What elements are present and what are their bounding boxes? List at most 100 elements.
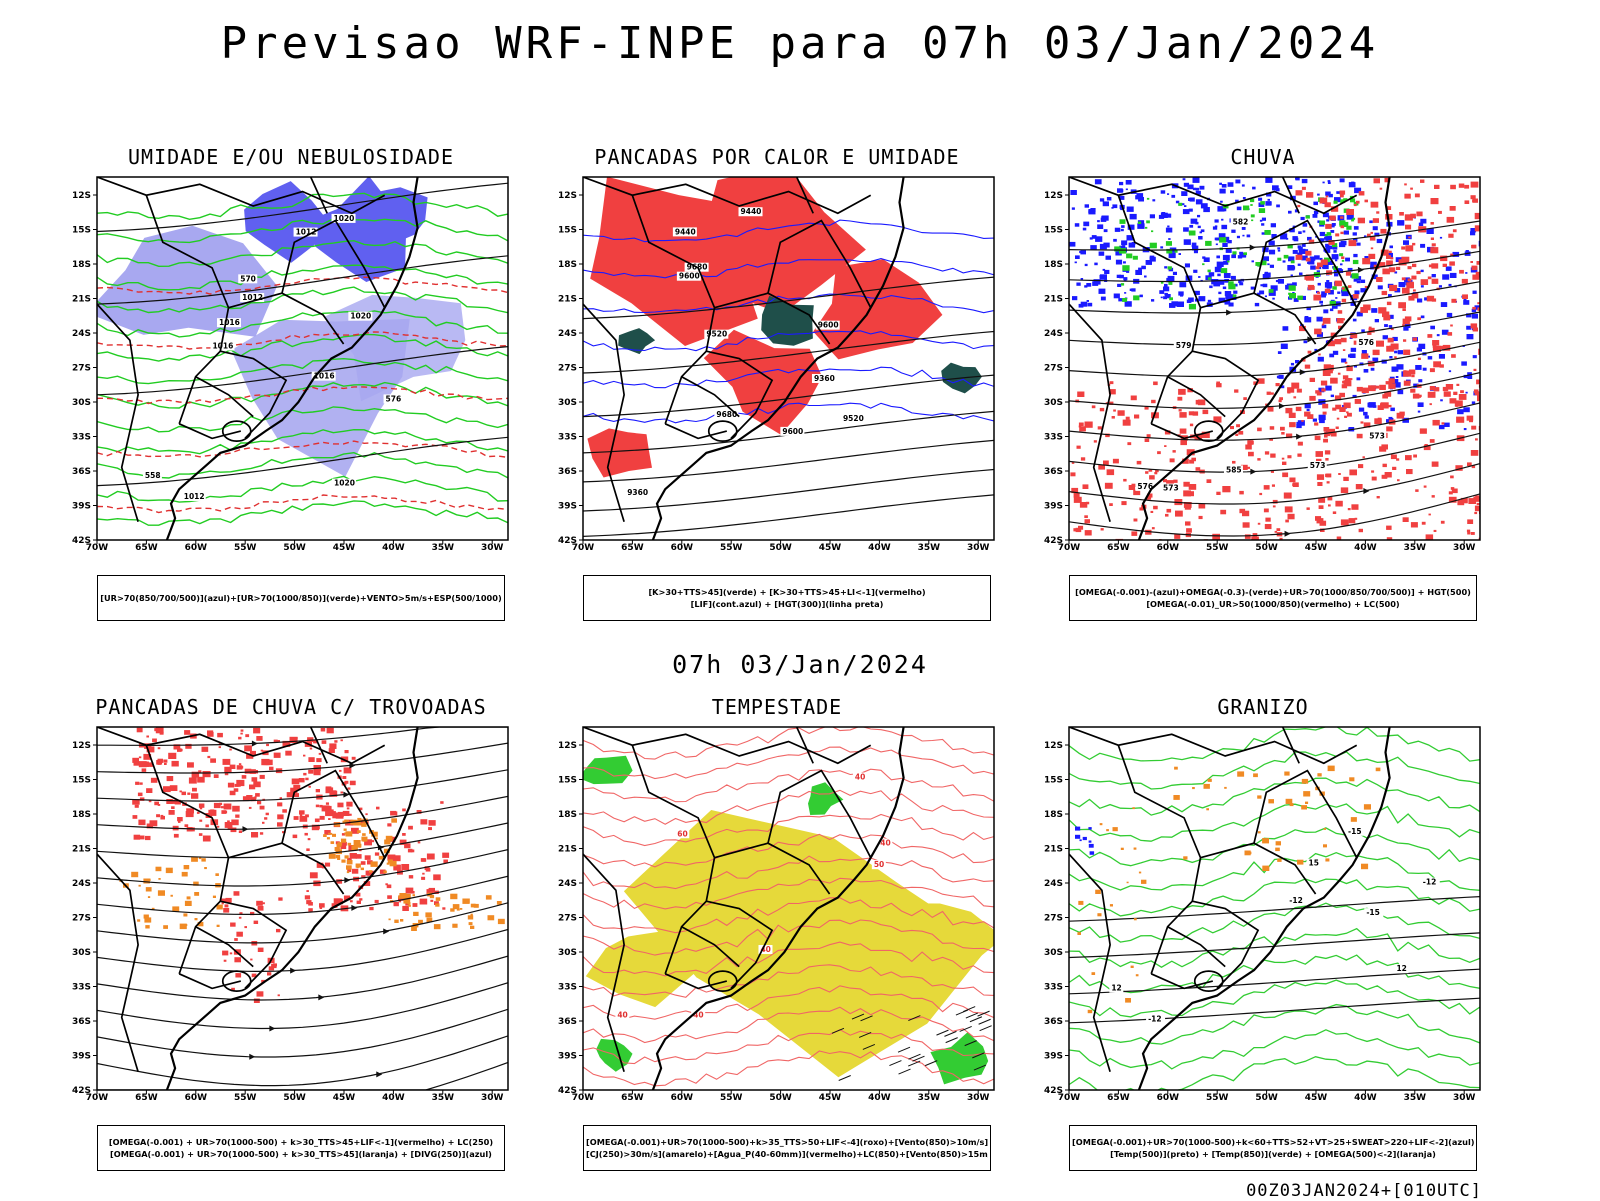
thunder-area (221, 806, 224, 809)
omega-area (1106, 829, 1109, 832)
rain-area (1269, 426, 1275, 430)
thunder-area (135, 781, 140, 785)
omega-area (1312, 214, 1318, 218)
rain-area (1355, 200, 1360, 204)
omega-area (1113, 238, 1117, 242)
rain-area (1345, 271, 1352, 276)
omega-area (1123, 279, 1127, 282)
omega-area (1244, 850, 1251, 856)
omega-area (1339, 242, 1346, 248)
rain-area (1434, 184, 1440, 189)
omega-area (1218, 291, 1222, 295)
shower-area (470, 925, 475, 929)
omega-area (1303, 791, 1311, 797)
strong-omega-area (1169, 297, 1173, 301)
contour-label: 40 (617, 1011, 627, 1020)
omega-area (1129, 213, 1137, 220)
rain-area (1385, 381, 1390, 385)
rain-area (1450, 253, 1454, 257)
omega-area (1356, 377, 1361, 381)
omega-area (1259, 219, 1263, 222)
contour-label: 9600 (782, 427, 803, 436)
rain-area (1306, 192, 1314, 198)
rain-area (1299, 325, 1306, 332)
omega-area (1290, 274, 1293, 277)
rain-area (1306, 507, 1310, 510)
rain-area (1264, 451, 1270, 455)
lat-label: 27S (558, 364, 577, 374)
rain-area (1079, 502, 1088, 508)
rain-area (1263, 485, 1270, 490)
rain-area (1386, 206, 1392, 210)
omega-area (1457, 409, 1464, 415)
omega-area (1268, 799, 1274, 804)
rain-area (1328, 504, 1331, 507)
rain-area (1216, 491, 1221, 495)
thunder-area (224, 766, 232, 773)
omega-area (1389, 356, 1393, 359)
omega-area (1212, 226, 1218, 230)
shower-area (137, 919, 141, 922)
rain-area (1322, 403, 1329, 409)
thunder-area (422, 872, 425, 875)
rain-area (1451, 354, 1456, 358)
contour-label-bg (1307, 460, 1327, 470)
lat-label: 27S (1044, 364, 1063, 374)
omega-area (1301, 255, 1308, 261)
rain-area (1389, 284, 1398, 292)
omega-area (1221, 218, 1224, 221)
rain-area (1464, 200, 1470, 204)
map-tempestade[interactable]: 40 40406050404012S15S18S21S24S27S30S33S36… (542, 723, 1012, 1108)
omega-area (1236, 235, 1240, 239)
strong-omega-area (1332, 286, 1337, 290)
omega-area (1438, 424, 1445, 430)
omega-area (1119, 181, 1124, 186)
omega-area (1087, 1009, 1093, 1014)
rain-area (1349, 469, 1357, 476)
map-pancadas-calor[interactable]: 9680968096009600952095209440944093609360… (542, 173, 1012, 558)
shower-area (215, 873, 219, 876)
omega-area (1350, 347, 1357, 352)
thunder-area (250, 911, 255, 916)
rain-area (1185, 521, 1191, 526)
omega-area (1097, 913, 1102, 917)
lon-label: 50W (1255, 1093, 1278, 1103)
thunder-area (364, 855, 371, 860)
strong-omega-area (1333, 200, 1338, 204)
omega-area (1219, 182, 1222, 185)
omega-area (1319, 257, 1323, 261)
rain-area (1295, 190, 1303, 196)
map-umidade[interactable]: 1012101210161012101610201020101610205705… (56, 173, 526, 558)
omega-area (1377, 285, 1383, 290)
rain-area (1474, 511, 1478, 515)
contour-label-bg (1223, 465, 1243, 475)
border (1069, 853, 1111, 1073)
precipitable-water-contour (583, 919, 994, 956)
omega-area (1293, 298, 1299, 302)
rain-area (1293, 383, 1299, 388)
rain-area (1380, 228, 1387, 234)
rain-area (1335, 233, 1340, 237)
lon-label: 60W (1157, 543, 1180, 553)
rain-area (1131, 531, 1138, 536)
thunder-area (303, 772, 307, 776)
height-contour (1069, 220, 1480, 251)
strong-omega-area (1332, 243, 1338, 248)
rain-area (1354, 517, 1358, 520)
omega-area (1215, 243, 1218, 246)
contour-label-bg (714, 410, 739, 420)
precipitable-water-contour (583, 768, 994, 803)
omega-area (1124, 292, 1127, 294)
map-chuva[interactable]: 58257657357358557957657312S15S18S21S24S2… (1028, 173, 1498, 558)
thunder-area (313, 739, 319, 744)
map-granizo[interactable]: -12-12-15-151215-121212S15S18S21S24S27S3… (1028, 723, 1498, 1108)
rain-area (1338, 473, 1341, 475)
omega-area (1231, 254, 1236, 259)
rain-area (1410, 187, 1413, 190)
omega-area (1138, 197, 1144, 202)
lat-label: 24S (558, 879, 577, 889)
rain-area (1239, 508, 1246, 514)
shower-area (389, 860, 397, 867)
rain-area (1244, 534, 1251, 539)
